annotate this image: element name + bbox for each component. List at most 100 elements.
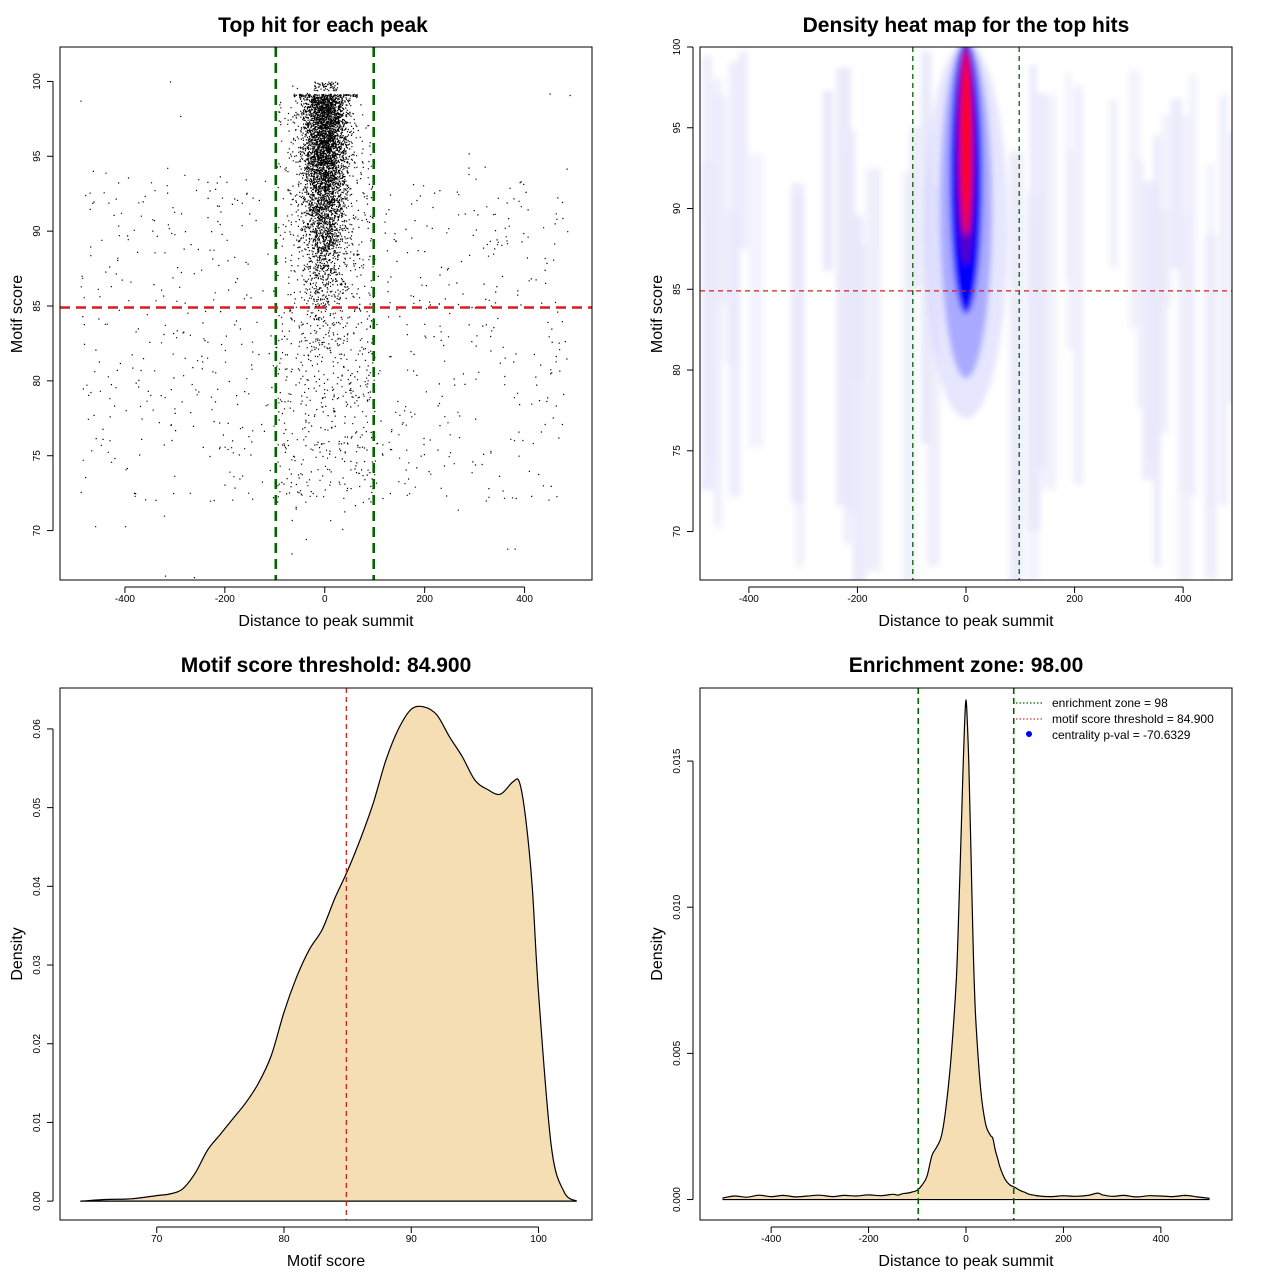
scatter-points xyxy=(80,81,571,579)
x-tick-label: 400 xyxy=(516,594,533,605)
y-tick-label: 85 xyxy=(672,283,683,295)
x-tick-label: 0 xyxy=(963,1234,969,1245)
y-tick-label: 100 xyxy=(32,73,43,90)
y-tick-label: 0.015 xyxy=(672,748,683,773)
y-tick-label: 0.05 xyxy=(32,797,43,817)
heat-background-streak xyxy=(1109,99,1118,268)
heatmap-density xyxy=(701,47,1232,580)
y-tick-label: 0.06 xyxy=(32,719,43,739)
heat-background-streak xyxy=(1136,160,1145,409)
heat-background-streak xyxy=(738,52,748,250)
scatter-reference-lines xyxy=(60,47,592,580)
heat-background-streak xyxy=(1204,234,1217,580)
x-tick-label: -400 xyxy=(115,594,135,605)
heatmap-reference-lines xyxy=(700,47,1232,580)
heat-background-streak xyxy=(902,172,916,580)
heat-background-streak xyxy=(843,147,852,544)
heat-background-streak xyxy=(1188,74,1198,496)
scatter-title: Top hit for each peak xyxy=(218,14,428,37)
heatmap-title: Density heat map for the top hits xyxy=(803,14,1130,37)
heat-background-streak xyxy=(1065,73,1072,279)
score-density-y-label: Density xyxy=(9,927,26,980)
y-tick-label: 0.010 xyxy=(672,894,683,919)
x-tick-label: 400 xyxy=(1175,594,1192,605)
x-tick-label: -400 xyxy=(761,1234,781,1245)
x-tick-label: 400 xyxy=(1153,1234,1170,1245)
enrichment-zone-lines xyxy=(917,688,1015,1220)
heat-background-streak xyxy=(848,130,856,512)
scatter-plot-frame xyxy=(59,46,593,581)
scatter-panel: Top hit for each peak -400 -200 0 200 400 70 7… xyxy=(9,14,593,630)
x-tick-label: 100 xyxy=(530,1234,547,1245)
heat-background-streak xyxy=(1161,114,1172,306)
score-density-plot-frame xyxy=(59,687,593,1221)
heat-background-streak xyxy=(1026,215,1040,580)
score-density-fill xyxy=(80,706,577,1202)
y-tick-label: 0.04 xyxy=(32,876,43,896)
heat-core-red xyxy=(960,50,972,236)
score-density-curve xyxy=(80,705,578,1202)
y-tick-label: 90 xyxy=(32,225,43,237)
heat-background-streak xyxy=(853,244,866,580)
y-tick-label: 70 xyxy=(672,526,683,538)
heat-background-streak xyxy=(728,61,741,497)
x-tick-label: 90 xyxy=(406,1234,418,1245)
scatter-point-cloud xyxy=(80,81,571,579)
heat-background-streak xyxy=(709,84,717,460)
x-tick-label: 0 xyxy=(322,594,328,605)
y-tick-label: 95 xyxy=(672,122,683,134)
legend-centrality-dot xyxy=(1026,731,1032,737)
heat-background-streak xyxy=(1177,211,1192,580)
heat-background-streak xyxy=(1153,135,1161,567)
distance-density-line xyxy=(722,699,1210,1199)
heat-background-streak xyxy=(1219,94,1228,506)
y-tick-label: 95 xyxy=(32,150,43,162)
legend-centrality-label: centrality p-val = -70.6329 xyxy=(1052,728,1191,742)
y-tick-label: 0.005 xyxy=(672,1040,683,1065)
distance-density-x-label: Distance to peak summit xyxy=(878,1253,1054,1270)
heat-background-streak xyxy=(1041,95,1057,490)
heat-background-streak xyxy=(1228,131,1232,404)
y-tick-label: 90 xyxy=(672,203,683,215)
y-tick-label: 0.000 xyxy=(672,1187,683,1212)
heat-background-streak xyxy=(1073,85,1083,485)
heat-background-streak xyxy=(702,55,713,218)
heat-background-streak xyxy=(1009,150,1023,580)
scatter-axes: -400 -200 0 200 400 70 75 80 85 90 95 100 xyxy=(32,73,533,605)
x-tick-label: -400 xyxy=(739,594,759,605)
score-density-panel: Motif score threshold: 84.900 70 80 90 100 0… xyxy=(9,654,593,1270)
score-density-x-label: Motif score xyxy=(287,1253,365,1270)
legend-threshold-label: motif score threshold = 84.900 xyxy=(1052,712,1214,726)
scatter-x-label: Distance to peak summit xyxy=(238,613,414,630)
distance-density-fill xyxy=(722,699,1210,1200)
distance-density-y-label: Density xyxy=(649,927,666,980)
y-tick-label: 80 xyxy=(32,375,43,387)
heatmap-panel: Density heat map for the top hits -400 -2… xyxy=(649,14,1233,630)
y-tick-label: 0.00 xyxy=(32,1191,43,1211)
y-tick-label: 75 xyxy=(672,445,683,457)
score-density-axes: 70 80 90 100 0.00 0.01 0.02 0.03 0.04 0.05 0.06 xyxy=(32,719,547,1245)
x-tick-label: -200 xyxy=(859,1234,879,1245)
y-tick-label: 0.03 xyxy=(32,955,43,975)
heatmap-y-label: Motif score xyxy=(649,275,666,353)
y-tick-label: 100 xyxy=(672,38,683,55)
x-tick-label: 70 xyxy=(151,1234,163,1245)
x-tick-label: 200 xyxy=(1066,594,1083,605)
distance-density-curve xyxy=(722,699,1210,1201)
heat-background-streak xyxy=(716,95,728,304)
heat-background-streak xyxy=(823,90,833,271)
x-tick-label: -200 xyxy=(215,594,235,605)
x-tick-label: 80 xyxy=(278,1234,290,1245)
heat-background-streak xyxy=(1029,64,1037,301)
y-tick-label: 0.02 xyxy=(32,1034,43,1054)
x-tick-label: -200 xyxy=(847,594,867,605)
x-tick-label: 200 xyxy=(1055,1234,1072,1245)
heatmap-plot-frame xyxy=(699,46,1233,581)
score-density-line xyxy=(80,705,578,1202)
heatmap-x-label: Distance to peak summit xyxy=(878,613,1054,630)
legend: enrichment zone = 98 motif score thresho… xyxy=(1016,696,1214,742)
x-tick-label: 200 xyxy=(416,594,433,605)
y-tick-label: 80 xyxy=(672,364,683,376)
distance-density-panel: Enrichment zone: 98.00 -400 -200 0 200 400 0.… xyxy=(649,654,1233,1270)
y-tick-label: 85 xyxy=(32,300,43,312)
